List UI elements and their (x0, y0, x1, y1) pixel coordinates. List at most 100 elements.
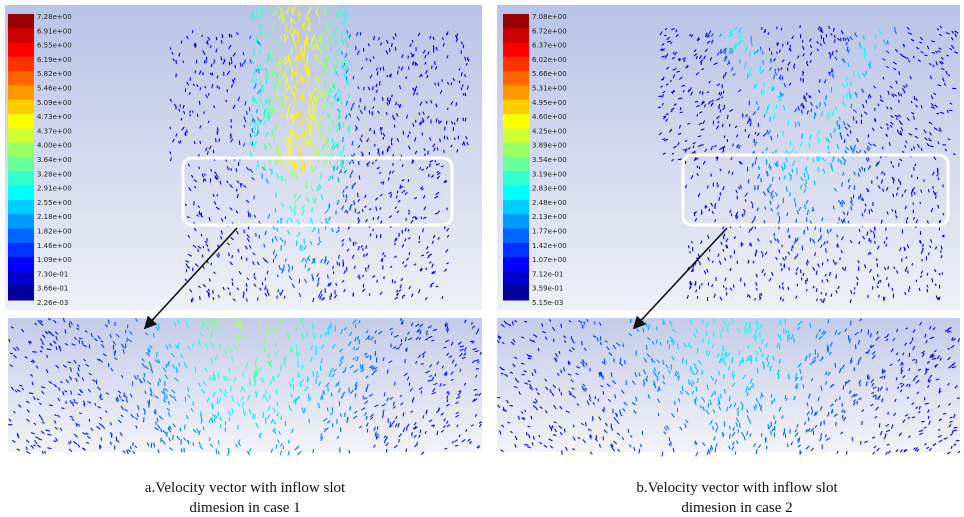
vector (268, 58, 269, 64)
vector (706, 331, 707, 336)
vector (421, 452, 424, 455)
vector (294, 93, 295, 101)
vector (180, 428, 181, 431)
colorbar-label: 1.42e+00 (532, 242, 567, 250)
vector (780, 335, 781, 341)
vector (921, 421, 925, 422)
vector (407, 115, 408, 119)
vector (370, 59, 371, 62)
vector (392, 43, 393, 47)
vector (683, 150, 686, 151)
vector (688, 90, 689, 93)
vector (950, 417, 953, 418)
vector (756, 252, 757, 256)
vector (774, 398, 775, 402)
colorbar-swatch (503, 157, 529, 172)
vector (397, 290, 398, 293)
vector (761, 88, 762, 94)
vector (350, 406, 351, 410)
vector (859, 196, 860, 199)
vector (783, 299, 784, 302)
vector (200, 141, 201, 144)
vector (659, 96, 662, 97)
vector (467, 86, 468, 90)
vector (787, 42, 788, 45)
vector (783, 44, 784, 47)
vector (250, 140, 251, 145)
vector (181, 439, 182, 444)
vector (292, 141, 293, 149)
vector (915, 129, 918, 130)
vector (417, 442, 418, 446)
vector (151, 390, 152, 394)
vector (272, 107, 273, 112)
vector (254, 195, 255, 199)
vector (905, 269, 906, 272)
vector (747, 431, 748, 435)
vector (924, 397, 925, 400)
vector (790, 192, 791, 196)
vector (615, 395, 616, 399)
vector (374, 97, 375, 100)
vector (254, 51, 255, 56)
vector (79, 340, 80, 344)
vector (444, 150, 445, 153)
vector (939, 420, 942, 421)
vector (216, 49, 217, 53)
vector (232, 278, 233, 280)
vector (285, 356, 286, 361)
vector (796, 374, 797, 379)
vector (708, 403, 709, 407)
vector (895, 27, 896, 31)
vector (842, 203, 843, 208)
colorbar-swatch (8, 200, 34, 215)
vector (383, 67, 384, 71)
vector (710, 447, 711, 451)
vector (101, 438, 102, 441)
vector (770, 117, 771, 122)
vector (281, 72, 282, 77)
colorbar-swatch (8, 171, 34, 186)
vector (719, 107, 720, 109)
vector (582, 341, 583, 345)
vector (814, 114, 815, 119)
vector (760, 47, 761, 51)
vector (742, 214, 743, 217)
vector (552, 426, 553, 429)
colorbar-swatch (8, 43, 34, 58)
vector (871, 230, 872, 233)
vector (144, 417, 145, 422)
vector (101, 394, 102, 398)
vector (921, 105, 922, 108)
colorbar-label: 3.59e-01 (532, 285, 563, 293)
vector (443, 37, 444, 40)
vector (427, 331, 428, 336)
vector (232, 255, 233, 258)
vector (256, 37, 257, 43)
colorbar-swatch (503, 143, 529, 158)
vector (696, 397, 697, 401)
vector (585, 422, 586, 426)
vector (390, 98, 391, 102)
vector (781, 28, 782, 31)
vector (409, 252, 410, 255)
vector (765, 29, 766, 32)
vector (220, 181, 221, 185)
vector (689, 380, 690, 385)
vector (878, 387, 879, 391)
vector (912, 338, 913, 341)
vector (902, 258, 903, 262)
vector (524, 321, 527, 322)
vector (954, 427, 958, 428)
vector (692, 241, 693, 243)
colorbar-swatch (8, 186, 34, 201)
vector (264, 347, 265, 353)
colorbar-label: 5.46e+00 (37, 85, 72, 93)
vector (724, 105, 725, 107)
colorbar-label: 2.13e+00 (532, 213, 567, 221)
vector (914, 146, 915, 149)
vector (265, 278, 266, 281)
vector (204, 53, 205, 55)
vector (45, 451, 46, 454)
vector (350, 207, 351, 211)
